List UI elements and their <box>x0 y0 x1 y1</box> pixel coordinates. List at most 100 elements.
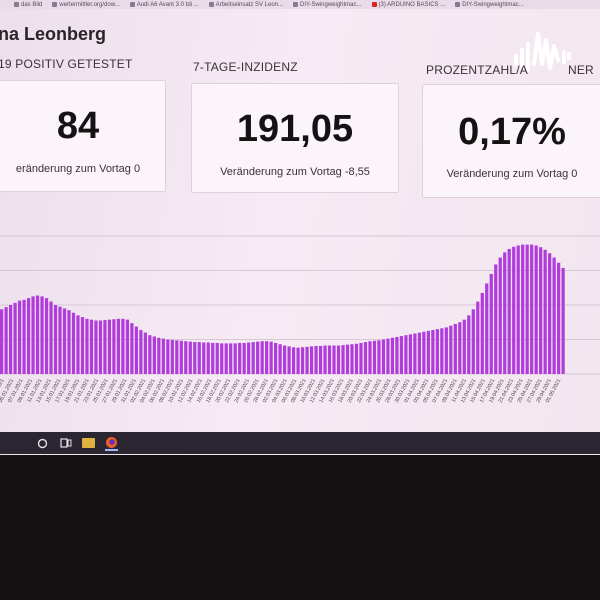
chart-bar <box>404 335 408 374</box>
incidence-chart: 03.01.2021 05.01.2021 07.01.2021 09.01.2021… <box>0 214 600 444</box>
chart-bar <box>521 244 525 375</box>
chart-bar <box>341 345 345 374</box>
chart-bar <box>530 244 534 375</box>
chart-bar <box>494 264 498 374</box>
chart-bar <box>175 340 179 374</box>
card-label-percentage: PROZENTZAHL/A NER <box>426 63 594 77</box>
bookmark-label: Audi A6 Avant 3.0 tdi ... <box>136 1 199 8</box>
bookmark-item[interactable]: das Bild <box>14 2 42 8</box>
bookmarks-bar: das Bild wertermittler.org/dow... Audi A6 … <box>0 0 600 9</box>
chart-bar <box>449 325 453 374</box>
chart-bar <box>197 342 201 374</box>
chart-bar <box>413 333 417 374</box>
card-label-percentage-tail: NER <box>567 63 594 77</box>
chart-bar <box>260 341 264 374</box>
chart-bar <box>98 320 103 375</box>
cortana-icon[interactable] <box>36 437 49 450</box>
chart-bar <box>512 246 516 374</box>
chart-bar <box>287 346 291 374</box>
bookmark-item[interactable]: DIY-Swingweightmac... <box>455 1 524 8</box>
chart-bar <box>283 345 287 374</box>
chart-bar <box>278 344 282 374</box>
chart-bar <box>62 308 67 374</box>
chart-bar <box>94 320 98 375</box>
chart-bar <box>332 345 336 374</box>
chart-bar <box>134 326 138 374</box>
chart-bar <box>350 344 354 374</box>
bookmark-icon <box>14 2 19 7</box>
chart-bar <box>161 338 165 374</box>
chart-bar <box>534 245 538 374</box>
page-title: na Leonberg <box>0 24 107 44</box>
chart-bar <box>381 339 386 374</box>
bookmark-item[interactable]: (3) ARDUINO BASICS ... <box>371 1 446 8</box>
chart-bar <box>485 283 489 374</box>
bookmark-label: (3) ARDUINO BASICS ... <box>378 1 446 8</box>
chart-bar <box>184 341 188 374</box>
chart-bar <box>489 273 493 374</box>
card-label-percentage-head: PROZENTZAHL/A <box>426 63 528 77</box>
chart-bar <box>206 342 210 374</box>
chart-bar <box>476 301 480 374</box>
bookmark-label: DIY-Swingweightmac... <box>300 1 362 8</box>
chart-bar <box>49 301 53 374</box>
file-explorer-icon[interactable] <box>82 438 95 448</box>
bookmark-label: DIY-Swingweightmac... <box>462 1 524 8</box>
chart-bar <box>238 342 242 374</box>
chart-bar <box>170 339 174 374</box>
chart-bar <box>363 342 368 374</box>
chart-bar <box>103 320 107 374</box>
chart-bar <box>269 341 273 374</box>
chart-bar <box>211 342 215 374</box>
chart-bar <box>507 248 511 374</box>
chart-bar <box>431 330 435 374</box>
chart-bar <box>26 298 31 374</box>
chart-bar <box>112 319 116 374</box>
chart-bar <box>417 332 421 374</box>
chart-bar <box>372 340 377 374</box>
chart-bar <box>345 344 350 374</box>
bookmark-item[interactable]: Arbeitseinsatz SV Leon... <box>208 2 283 8</box>
chart-bar <box>480 292 484 374</box>
chart-bar <box>368 341 372 374</box>
chart-bar <box>467 315 471 374</box>
chart-bar <box>76 315 80 374</box>
chart-bar <box>274 342 278 374</box>
chart-bar <box>188 341 192 374</box>
chart-bar <box>305 346 309 374</box>
chart-bar <box>71 312 76 374</box>
chart-bar <box>121 318 125 374</box>
chart-bar <box>390 337 395 375</box>
chart-bar <box>13 302 17 374</box>
chart-bar <box>193 342 197 374</box>
chart-bar <box>408 334 413 374</box>
chart-bar <box>561 267 565 374</box>
bookmark-item[interactable]: DIY-Swingweightmac... <box>293 1 362 8</box>
chart-bar <box>143 332 147 374</box>
chart-bar <box>377 340 381 374</box>
firefox-icon[interactable] <box>105 436 118 451</box>
chart-bar <box>67 310 71 374</box>
chart-bar <box>44 298 49 374</box>
chart-bar <box>318 345 323 374</box>
chart-bar <box>525 244 529 375</box>
chart-bar <box>58 306 62 374</box>
chart-bar <box>89 319 94 374</box>
card-value-incidence: 191,05 <box>236 108 354 150</box>
chart-bar <box>291 347 296 374</box>
chart-bar <box>220 343 224 374</box>
chart-bar <box>179 340 183 374</box>
chart-bar <box>107 319 112 374</box>
chart-bar <box>22 299 26 374</box>
chart-bar <box>152 336 156 374</box>
chart-bar <box>247 342 251 374</box>
chart-bar <box>453 323 457 374</box>
chart-bar <box>130 323 134 374</box>
bookmark-label: das Bild <box>21 1 43 8</box>
card-value-percentage: 0,17% <box>458 111 566 153</box>
chart-bar <box>471 309 475 374</box>
card-percentage: 0,17% Veränderung zum Vortag 0 <box>422 84 600 198</box>
task-view-icon[interactable] <box>59 437 72 450</box>
bookmark-item[interactable]: wertermittler.org/dow... <box>52 2 120 8</box>
bookmark-item[interactable]: Audi A6 Avant 3.0 tdi ... <box>129 1 199 8</box>
